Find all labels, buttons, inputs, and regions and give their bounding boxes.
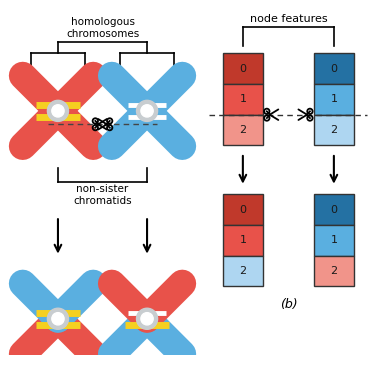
Text: 2: 2 [239,266,246,276]
Circle shape [141,105,153,117]
Text: 2: 2 [330,125,338,135]
Text: node features: node features [249,14,327,24]
Bar [314,53,354,84]
Bar [314,115,354,145]
Bar [223,194,263,225]
Text: 0: 0 [239,204,246,215]
Bar [314,225,354,255]
Circle shape [47,100,69,121]
Bar [223,53,263,84]
Bar [223,255,263,286]
Circle shape [47,308,69,329]
Bar [223,84,263,115]
Text: 1: 1 [239,235,246,245]
Text: 0: 0 [330,204,338,215]
Text: 2: 2 [330,266,338,276]
Text: 0: 0 [330,64,338,74]
Bar [314,194,354,225]
Bar [223,115,263,145]
Circle shape [52,313,64,325]
Bar [314,84,354,115]
Circle shape [52,105,64,117]
Text: non-sister
chromatids: non-sister chromatids [73,184,132,206]
Text: 0: 0 [239,64,246,74]
Bar [223,225,263,255]
Text: 2: 2 [239,125,246,135]
Text: 1: 1 [239,94,246,105]
Circle shape [141,313,153,325]
Bar [314,255,354,286]
Circle shape [137,100,158,121]
Text: homologous
chromosomes: homologous chromosomes [66,17,139,39]
Circle shape [137,308,158,329]
Text: 1: 1 [330,94,338,105]
Text: 1: 1 [330,235,338,245]
Text: (b): (b) [280,298,297,311]
